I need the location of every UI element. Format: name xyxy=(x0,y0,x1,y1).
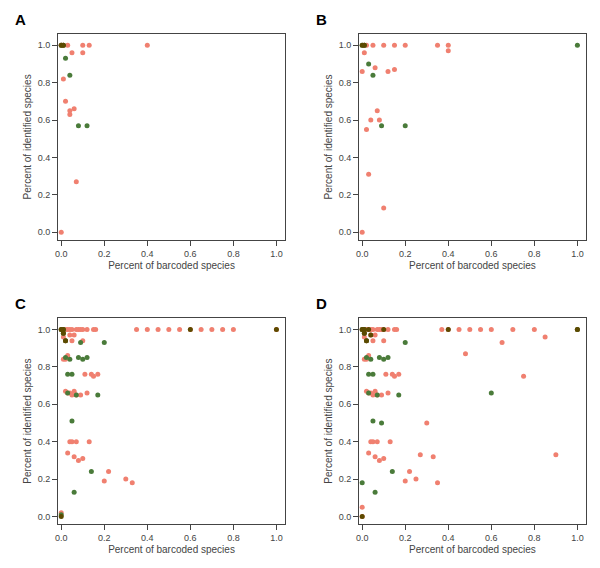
svg-text:0.4: 0.4 xyxy=(442,249,455,259)
svg-text:0.0: 0.0 xyxy=(38,512,51,522)
svg-text:0.4: 0.4 xyxy=(339,437,352,447)
svg-text:0.8: 0.8 xyxy=(528,249,541,259)
svg-text:0.0: 0.0 xyxy=(339,227,352,237)
svg-text:0.6: 0.6 xyxy=(38,115,51,125)
svg-text:0.6: 0.6 xyxy=(38,399,51,409)
svg-text:0.2: 0.2 xyxy=(98,249,111,259)
svg-text:A: A xyxy=(15,11,26,28)
svg-text:0.6: 0.6 xyxy=(485,249,498,259)
svg-text:0.0: 0.0 xyxy=(356,249,369,259)
svg-text:0.0: 0.0 xyxy=(55,249,68,259)
svg-text:1.0: 1.0 xyxy=(38,40,51,50)
svg-text:0.2: 0.2 xyxy=(399,533,412,543)
svg-text:0.4: 0.4 xyxy=(38,437,51,447)
svg-text:1.0: 1.0 xyxy=(571,249,584,259)
svg-text:Percent of barcoded species: Percent of barcoded species xyxy=(108,544,235,555)
svg-text:0.6: 0.6 xyxy=(485,533,498,543)
svg-text:0.8: 0.8 xyxy=(339,78,352,88)
svg-text:0.8: 0.8 xyxy=(38,362,51,372)
svg-text:0.6: 0.6 xyxy=(184,533,197,543)
svg-text:0.6: 0.6 xyxy=(184,249,197,259)
svg-text:0.0: 0.0 xyxy=(55,533,68,543)
svg-text:1.0: 1.0 xyxy=(270,249,283,259)
svg-text:0.4: 0.4 xyxy=(339,153,352,163)
svg-text:Percent of identified species: Percent of identified species xyxy=(22,74,33,199)
svg-text:1.0: 1.0 xyxy=(270,533,283,543)
svg-text:1.0: 1.0 xyxy=(571,533,584,543)
svg-text:D: D xyxy=(316,295,327,312)
svg-text:0.6: 0.6 xyxy=(339,399,352,409)
svg-text:Percent of identified species: Percent of identified species xyxy=(323,74,334,199)
svg-text:1.0: 1.0 xyxy=(339,325,352,335)
svg-text:C: C xyxy=(15,295,26,312)
svg-text:0.8: 0.8 xyxy=(528,533,541,543)
svg-text:0.2: 0.2 xyxy=(339,190,352,200)
svg-text:0.4: 0.4 xyxy=(141,533,154,543)
svg-text:0.4: 0.4 xyxy=(38,153,51,163)
svg-text:0.8: 0.8 xyxy=(227,533,240,543)
svg-text:0.0: 0.0 xyxy=(356,533,369,543)
svg-text:B: B xyxy=(316,11,327,28)
svg-text:0.2: 0.2 xyxy=(339,474,352,484)
svg-text:Percent of barcoded species: Percent of barcoded species xyxy=(108,260,235,271)
svg-text:0.8: 0.8 xyxy=(227,249,240,259)
svg-text:Percent of identified species: Percent of identified species xyxy=(323,359,334,484)
svg-text:Percent of barcoded species: Percent of barcoded species xyxy=(409,544,536,555)
svg-text:0.2: 0.2 xyxy=(399,249,412,259)
svg-text:0.4: 0.4 xyxy=(141,249,154,259)
svg-text:1.0: 1.0 xyxy=(38,325,51,335)
svg-text:0.0: 0.0 xyxy=(38,227,51,237)
svg-text:0.8: 0.8 xyxy=(38,78,51,88)
svg-text:Percent of barcoded species: Percent of barcoded species xyxy=(409,260,536,271)
svg-text:0.2: 0.2 xyxy=(38,474,51,484)
svg-text:0.8: 0.8 xyxy=(339,362,352,372)
svg-text:0.2: 0.2 xyxy=(38,190,51,200)
svg-text:1.0: 1.0 xyxy=(339,40,352,50)
svg-text:Percent of identified species: Percent of identified species xyxy=(22,359,33,484)
svg-text:0.0: 0.0 xyxy=(339,512,352,522)
svg-text:0.6: 0.6 xyxy=(339,115,352,125)
svg-text:0.2: 0.2 xyxy=(98,533,111,543)
svg-text:0.4: 0.4 xyxy=(442,533,455,543)
